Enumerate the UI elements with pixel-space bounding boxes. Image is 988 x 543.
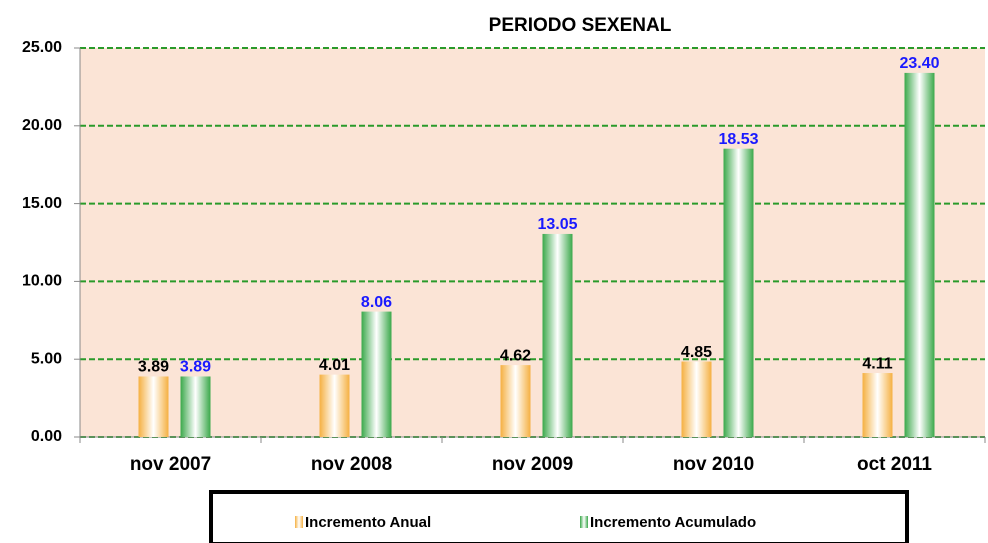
legend-swatch — [295, 516, 303, 528]
bar — [542, 233, 573, 437]
y-tick-label: 15.00 — [22, 195, 62, 212]
value-label: 4.62 — [500, 347, 531, 364]
legend — [209, 490, 909, 543]
bar — [723, 148, 754, 437]
x-tick-label: nov 2009 — [492, 454, 573, 475]
y-tick-label: 25.00 — [22, 39, 62, 56]
x-tick-label: nov 2010 — [673, 454, 754, 475]
x-tick-label: oct 2011 — [857, 454, 932, 475]
value-label: 23.40 — [899, 55, 939, 72]
chart-title: PERIODO SEXENAL — [489, 15, 672, 36]
legend-label: Incremento Acumulado — [590, 514, 756, 531]
value-label: 4.01 — [319, 357, 350, 374]
value-label: 8.06 — [361, 294, 392, 311]
bar — [361, 311, 392, 437]
bar — [319, 374, 350, 437]
value-label: 4.11 — [862, 355, 892, 372]
value-label: 13.05 — [537, 216, 577, 233]
value-label: 4.85 — [681, 344, 712, 361]
bar — [681, 361, 712, 437]
bar — [138, 376, 169, 437]
x-tick-label: nov 2008 — [311, 454, 392, 475]
y-tick-label: 10.00 — [22, 273, 62, 290]
x-tick-label: nov 2007 — [130, 454, 211, 475]
value-label: 18.53 — [718, 131, 758, 148]
legend-swatch — [580, 516, 588, 528]
value-label: 3.89 — [180, 359, 211, 376]
y-tick-label: 0.00 — [31, 428, 62, 445]
y-tick-label: 5.00 — [31, 350, 62, 367]
legend-label: Incremento Anual — [305, 514, 431, 531]
bar — [904, 72, 935, 438]
bar — [180, 376, 211, 437]
value-label: 3.89 — [138, 359, 169, 376]
y-tick-label: 20.00 — [22, 117, 62, 134]
bar — [500, 365, 531, 437]
bar — [862, 373, 893, 437]
plot-area — [80, 48, 985, 437]
